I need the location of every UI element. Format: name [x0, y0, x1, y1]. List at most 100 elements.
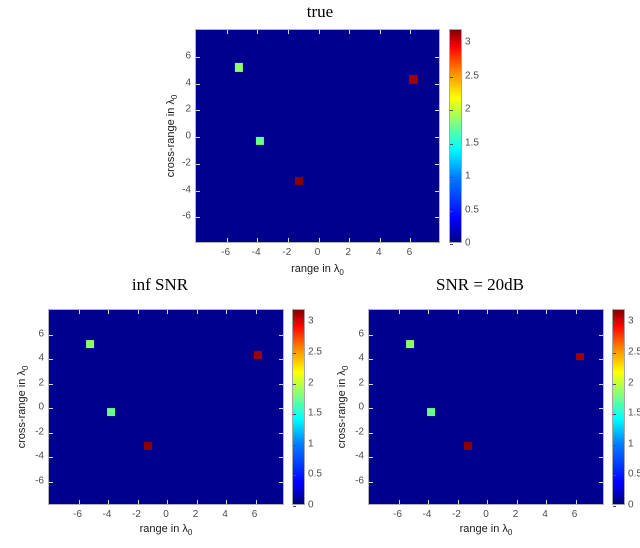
x-tick-mark: [575, 310, 577, 314]
x-axis-label: range in λ0: [459, 523, 513, 538]
y-tick-mark: [599, 432, 603, 434]
y-tick-label: -2: [35, 426, 44, 437]
x-tick-mark: [516, 500, 518, 504]
colorbar-tick-label: 3: [308, 315, 314, 327]
data-point: [107, 407, 115, 416]
y-tick-mark: [369, 432, 373, 434]
panel-title: SNR = 20dB: [436, 275, 524, 294]
x-tick-mark: [428, 500, 429, 504]
x-tick-label: 4: [222, 509, 228, 520]
colorbar-tick-label: 1: [628, 438, 634, 450]
x-tick-mark: [318, 30, 320, 34]
x-tick-label: -6: [221, 247, 231, 258]
y-tick-mark: [369, 383, 373, 385]
x-tick-label: 4: [375, 247, 382, 258]
data-point: [427, 407, 435, 416]
plot-axes: [195, 29, 440, 243]
x-tick-mark: [78, 500, 80, 504]
x-tick-label: 2: [345, 247, 351, 258]
x-axis-label: range in λ0: [291, 263, 344, 278]
x-tick-mark: [255, 500, 257, 504]
colorbar-tick-label: 1.5: [465, 137, 479, 149]
y-tick-mark: [435, 217, 439, 219]
colorbar-tick-mark: [293, 322, 296, 324]
y-tick-mark: [49, 408, 53, 409]
x-tick-mark: [257, 238, 259, 242]
y-tick-mark: [49, 481, 53, 483]
colorbar-tick-mark: [450, 177, 453, 179]
y-tick-mark: [435, 56, 439, 58]
y-tick-mark: [49, 359, 53, 360]
colorbar-tick-mark: [613, 352, 616, 354]
colorbar-tick-label: 2: [465, 103, 471, 115]
x-tick-mark: [255, 310, 257, 314]
x-tick-label: 0: [314, 247, 321, 258]
x-tick-mark: [379, 30, 381, 34]
x-tick-mark: [167, 310, 168, 314]
y-tick-mark: [279, 334, 283, 336]
colorbar-tick-mark: [613, 506, 616, 507]
y-tick-label: 6: [185, 50, 191, 62]
colorbar-tick-label: 1: [308, 438, 314, 450]
y-tick-mark: [49, 457, 53, 458]
x-tick-mark: [379, 238, 381, 242]
y-tick-mark: [435, 110, 439, 112]
plot-axes: [48, 309, 284, 505]
y-tick-mark: [279, 408, 283, 409]
x-tick-mark: [108, 500, 109, 504]
y-tick-mark: [196, 110, 200, 112]
colorbar[interactable]: [612, 309, 625, 507]
x-tick-mark: [108, 310, 109, 314]
y-tick-mark: [369, 359, 373, 360]
y-tick-label: 2: [38, 377, 44, 388]
panel-title: inf SNR: [131, 275, 189, 294]
y-tick-mark: [599, 481, 603, 483]
data-point: [256, 136, 265, 146]
colorbar-tick-mark: [613, 444, 616, 446]
colorbar-tick-mark: [293, 506, 296, 507]
data-point: [143, 442, 152, 450]
y-tick-mark: [196, 83, 200, 85]
colorbar-tick-mark: [613, 383, 616, 385]
colorbar-tick-mark: [450, 244, 453, 245]
colorbar-tick-mark: [613, 414, 616, 416]
y-tick-mark: [279, 457, 283, 458]
x-tick-mark: [226, 30, 228, 34]
x-tick-label: -6: [393, 509, 402, 520]
y-tick-label: -6: [35, 475, 44, 486]
x-tick-mark: [457, 310, 459, 314]
x-tick-mark: [516, 310, 518, 314]
y-tick-mark: [196, 137, 200, 138]
x-tick-mark: [487, 310, 488, 314]
colorbar[interactable]: [292, 309, 305, 507]
colorbar-tick-label: 2.5: [628, 346, 640, 358]
colorbar[interactable]: [449, 29, 462, 245]
y-tick-mark: [369, 481, 373, 483]
plot-axes: [368, 309, 604, 505]
y-tick-label: 6: [358, 328, 364, 339]
y-tick-mark: [196, 163, 200, 165]
colorbar-tick-label: 0: [308, 499, 314, 511]
x-tick-label: -4: [251, 247, 261, 258]
y-tick-mark: [279, 481, 283, 483]
x-tick-mark: [457, 500, 459, 504]
panel-title: true: [306, 2, 334, 21]
colorbar-tick-mark: [450, 76, 453, 78]
x-tick-mark: [226, 238, 228, 242]
y-tick-label: 4: [38, 352, 44, 364]
colorbar-tick-label: 3: [628, 315, 634, 327]
x-tick-mark: [137, 500, 139, 504]
y-tick-mark: [279, 359, 283, 360]
x-tick-label: 2: [192, 509, 199, 520]
x-tick-mark: [287, 30, 289, 34]
x-tick-mark: [546, 500, 547, 504]
colorbar-tick-label: 1.5: [308, 407, 322, 419]
colorbar-tick-label: 2: [308, 377, 314, 388]
colorbar-tick-label: 3: [465, 36, 471, 48]
colorbar-tick-label: 1: [465, 170, 471, 182]
y-tick-label: 2: [358, 377, 364, 388]
colorbar-tick-mark: [613, 322, 616, 324]
x-tick-mark: [398, 500, 400, 504]
colorbar-tick-mark: [293, 352, 296, 354]
